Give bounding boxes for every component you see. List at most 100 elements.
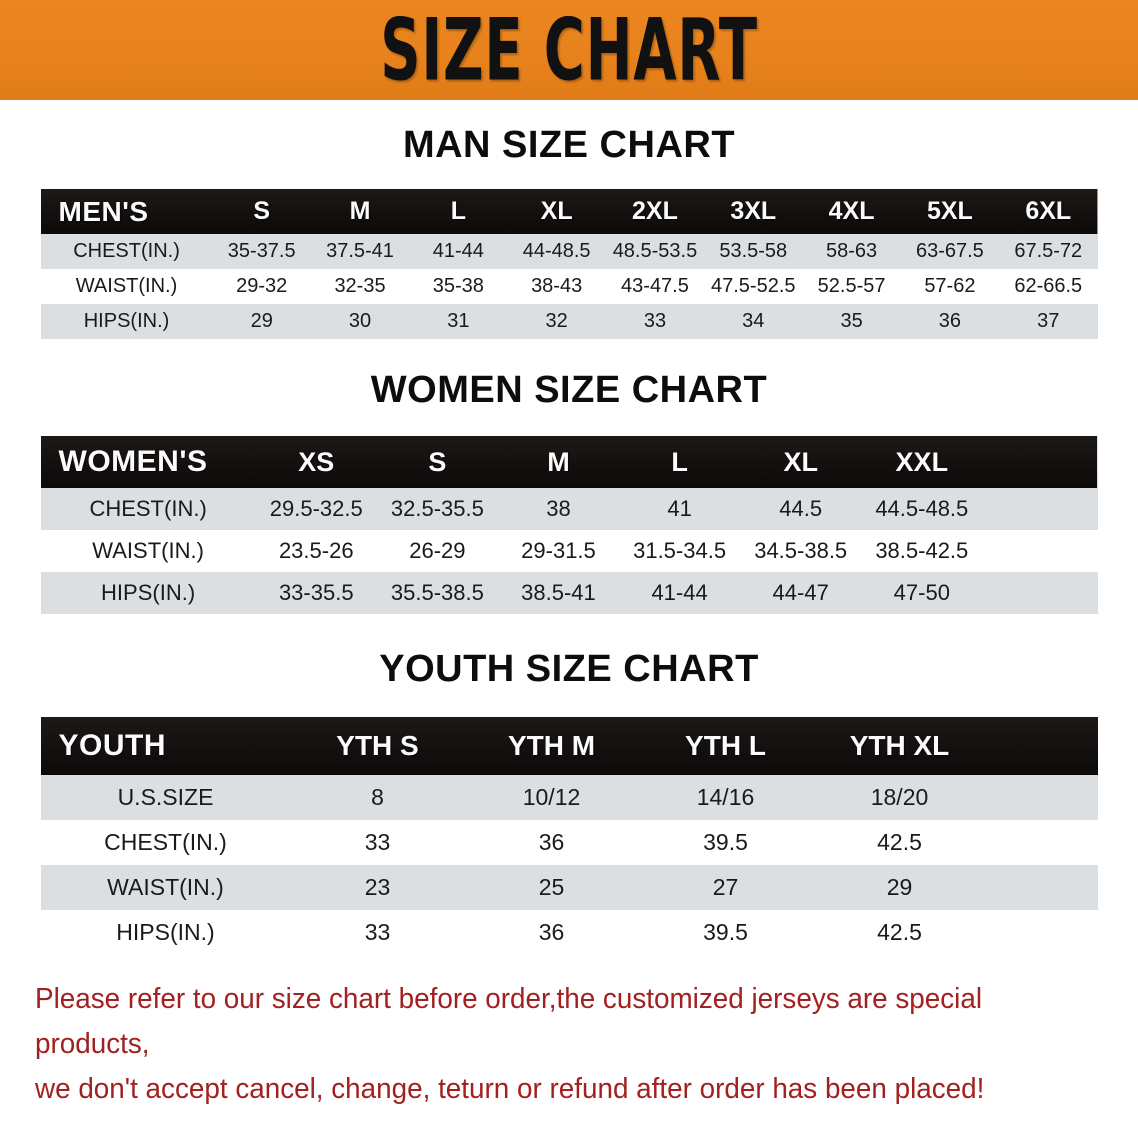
women-hips-xl: 44-47 — [740, 572, 862, 614]
women-hips-l: 41-44 — [619, 572, 741, 614]
man-section-title: MAN SIZE CHART — [402, 124, 736, 166]
men-hips-5xl: 36 — [900, 304, 1000, 339]
women-row-filler — [982, 572, 1098, 614]
table-row: CHEST(IN.) 35-37.5 37.5-41 41-44 44-48.5… — [40, 234, 1098, 269]
women-waist-l: 31.5-34.5 — [619, 530, 741, 572]
men-chest-5xl: 63-67.5 — [900, 234, 1000, 269]
men-waist-m: 32-35 — [310, 269, 410, 304]
youth-hips-xl: 42.5 — [812, 910, 987, 955]
page-banner: SIZE CHART — [0, 0, 1138, 100]
men-chest-2xl: 48.5-53.5 — [605, 234, 705, 269]
youth-size-col-2: YTH L — [685, 730, 766, 761]
men-size-col-1: M — [349, 197, 371, 225]
disclaimer-line-1: Please refer to our size chart before or… — [35, 983, 983, 1060]
women-corner-label: WOMEN'S — [58, 445, 208, 478]
women-chest-s: 32.5-35.5 — [376, 488, 498, 530]
youth-hips-l: 39.5 — [638, 910, 813, 955]
youth-waist-xl: 29 — [812, 865, 987, 910]
youth-row-filler — [986, 865, 1098, 910]
men-hips-s: 29 — [212, 304, 311, 339]
women-hips-xs: 33-35.5 — [255, 572, 377, 614]
men-hips-6xl: 37 — [999, 304, 1098, 339]
man-size-table: MEN'S S M L XL 2XL 3XL 4XL 5XL 6XL CHEST… — [40, 189, 1098, 339]
women-waist-xs: 23.5-26 — [255, 530, 377, 572]
disclaimer-note: Please refer to our size chart before or… — [35, 977, 1060, 1112]
youth-waist-s: 23 — [290, 865, 465, 910]
youth-size-table: YOUTH YTH S YTH M YTH L YTH XL U.S.SIZE … — [40, 717, 1098, 955]
women-hips-xxl: 47-50 — [861, 572, 983, 614]
men-waist-s: 29-32 — [212, 269, 311, 304]
women-waist-s: 26-29 — [376, 530, 498, 572]
table-row: WAIST(IN.) 29-32 32-35 35-38 38-43 43-47… — [40, 269, 1098, 304]
page-title: SIZE CHART — [380, 0, 758, 101]
youth-row-filler — [986, 910, 1098, 955]
women-row-label-chest: CHEST(IN.) — [40, 488, 256, 530]
youth-corner-label: YOUTH — [58, 729, 166, 762]
youth-ussize-xl: 18/20 — [812, 775, 987, 820]
women-chest-xxl: 44.5-48.5 — [861, 488, 983, 530]
disclaimer-line-2: we don't accept cancel, change, teturn o… — [35, 1073, 985, 1105]
men-waist-l: 35-38 — [409, 269, 508, 304]
youth-row-label-chest: CHEST(IN.) — [40, 820, 291, 865]
youth-row-label-ussize: U.S.SIZE — [40, 775, 291, 820]
women-row-label-hips: HIPS(IN.) — [40, 572, 256, 614]
men-chest-3xl: 53.5-58 — [704, 234, 803, 269]
table-row: CHEST(IN.) 29.5-32.5 32.5-35.5 38 41 44.… — [40, 488, 1098, 530]
youth-header-filler — [987, 717, 1098, 775]
men-chest-l: 41-44 — [409, 234, 508, 269]
women-header-filler — [982, 436, 1097, 488]
women-size-col-0: XS — [298, 446, 335, 477]
men-chest-xl: 44-48.5 — [507, 234, 606, 269]
men-size-col-5: 3XL — [730, 197, 777, 225]
youth-ussize-l: 14/16 — [638, 775, 813, 820]
men-chest-s: 35-37.5 — [212, 234, 311, 269]
youth-waist-l: 27 — [638, 865, 813, 910]
men-waist-3xl: 47.5-52.5 — [704, 269, 803, 304]
youth-waist-m: 25 — [464, 865, 639, 910]
youth-chest-s: 33 — [290, 820, 465, 865]
table-row: CHEST(IN.) 33 36 39.5 42.5 — [40, 820, 1098, 865]
table-header-row: YOUTH YTH S YTH M YTH L YTH XL — [40, 717, 1098, 775]
men-row-label-chest: CHEST(IN.) — [40, 234, 213, 269]
women-size-table: WOMEN'S XS S M L XL XXL CHEST(IN.) 29.5-… — [40, 436, 1098, 614]
women-section-title: WOMEN SIZE CHART — [370, 369, 768, 411]
women-row-filler — [982, 488, 1098, 530]
youth-size-col-1: YTH M — [507, 730, 596, 761]
women-size-chart: WOMEN'S XS S M L XL XXL CHEST(IN.) 29.5-… — [40, 436, 1098, 614]
women-size-col-2: M — [547, 446, 570, 477]
youth-chest-xl: 42.5 — [812, 820, 987, 865]
men-chest-6xl: 67.5-72 — [999, 234, 1098, 269]
men-chest-4xl: 58-63 — [802, 234, 901, 269]
man-size-chart: MEN'S S M L XL 2XL 3XL 4XL 5XL 6XL CHEST… — [40, 189, 1098, 339]
men-waist-5xl: 57-62 — [900, 269, 1000, 304]
women-hips-m: 38.5-41 — [497, 572, 620, 614]
youth-size-col-3: YTH XL — [849, 730, 950, 761]
youth-hips-m: 36 — [464, 910, 639, 955]
table-row: WAIST(IN.) 23.5-26 26-29 29-31.5 31.5-34… — [40, 530, 1098, 572]
men-hips-xl: 32 — [507, 304, 606, 339]
table-header-row: MEN'S S M L XL 2XL 3XL 4XL 5XL 6XL — [40, 189, 1098, 234]
table-row: HIPS(IN.) 33 36 39.5 42.5 — [40, 910, 1098, 955]
women-row-filler — [982, 530, 1098, 572]
women-size-col-4: XL — [783, 446, 818, 477]
women-chest-m: 38 — [497, 488, 620, 530]
men-row-label-waist: WAIST(IN.) — [40, 269, 213, 304]
women-row-label-waist: WAIST(IN.) — [40, 530, 256, 572]
men-size-col-4: 2XL — [632, 197, 678, 225]
youth-row-filler — [986, 775, 1098, 820]
table-row: WAIST(IN.) 23 25 27 29 — [40, 865, 1098, 910]
men-size-col-0: S — [253, 197, 271, 225]
women-chest-xs: 29.5-32.5 — [255, 488, 377, 530]
youth-ussize-s: 8 — [290, 775, 465, 820]
men-corner-label: MEN'S — [58, 195, 149, 227]
women-hips-s: 35.5-38.5 — [376, 572, 498, 614]
men-waist-6xl: 62-66.5 — [999, 269, 1098, 304]
youth-row-label-waist: WAIST(IN.) — [40, 865, 291, 910]
men-size-col-7: 5XL — [926, 197, 973, 225]
table-row: HIPS(IN.) 33-35.5 35.5-38.5 38.5-41 41-4… — [40, 572, 1098, 614]
table-row: HIPS(IN.) 29 30 31 32 33 34 35 36 37 — [40, 304, 1098, 339]
men-hips-4xl: 35 — [802, 304, 901, 339]
men-waist-2xl: 43-47.5 — [605, 269, 705, 304]
men-hips-2xl: 33 — [605, 304, 705, 339]
women-size-col-5: XXL — [895, 446, 949, 477]
